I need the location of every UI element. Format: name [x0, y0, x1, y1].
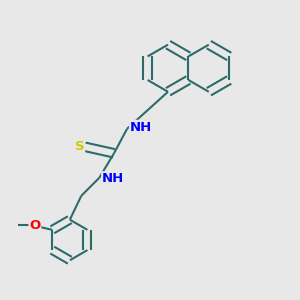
Text: O: O — [29, 219, 40, 232]
Text: NH: NH — [102, 172, 124, 185]
Text: S: S — [75, 140, 85, 153]
Text: NH: NH — [130, 121, 152, 134]
